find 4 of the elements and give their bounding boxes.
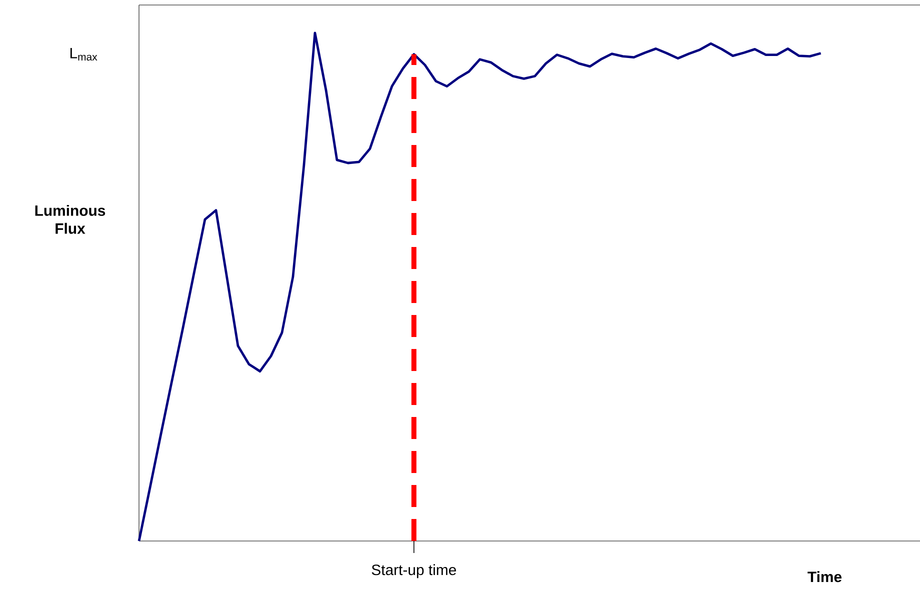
x-axis-title: Time	[808, 571, 842, 582]
text: Start-up time	[372, 564, 456, 578]
text: L$_{max}$	[70, 48, 98, 61]
y-axis-title: Luminous Flux	[35, 204, 106, 234]
